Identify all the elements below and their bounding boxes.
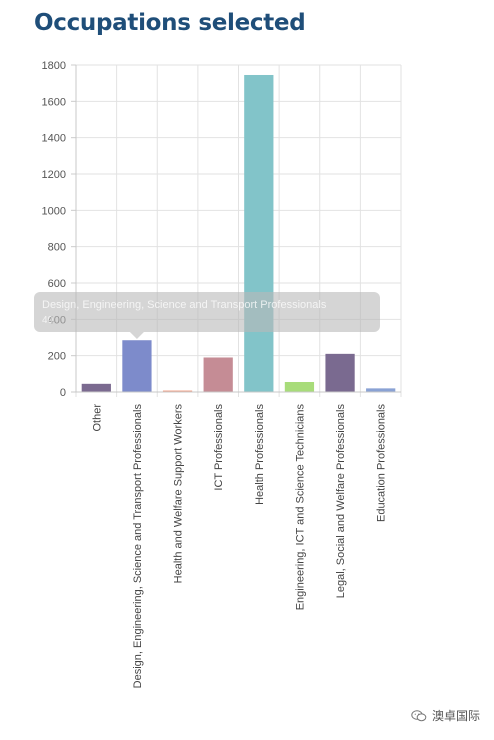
y-tick-label: 200 — [48, 351, 66, 363]
x-tick-label: Legal, Social and Welfare Professionals — [335, 404, 347, 599]
bar[interactable] — [162, 390, 193, 393]
bar[interactable] — [284, 382, 315, 392]
tooltip-caret — [129, 332, 144, 339]
tooltip-value: 40 — [42, 315, 54, 326]
bar[interactable] — [366, 388, 396, 392]
y-tick-label: 800 — [48, 242, 66, 254]
x-tick-label: Health and Welfare Support Workers — [173, 404, 185, 584]
y-tick-label: 1800 — [42, 60, 66, 72]
y-tick-label: 1600 — [42, 96, 66, 108]
watermark: 澳卓国际 — [411, 707, 480, 724]
x-tick-label: Other — [91, 404, 103, 432]
bar[interactable] — [244, 74, 274, 392]
x-tick-label: Education Professionals — [376, 404, 388, 523]
x-tick-label: Design, Engineering, Science and Transpo… — [132, 404, 144, 689]
y-tick-label: 1000 — [42, 205, 66, 217]
chart-tooltip: Design, Engineering, Science and Transpo… — [34, 292, 380, 339]
bar[interactable] — [325, 353, 355, 392]
chart-bars — [81, 74, 396, 393]
page-title: Occupations selected — [34, 10, 306, 36]
x-tick-label: Engineering, ICT and Science Technicians — [294, 404, 306, 611]
y-tick-label: 1200 — [42, 169, 66, 181]
bar[interactable] — [203, 357, 233, 392]
y-axis-ticks: 020040060080010001200140016001800 — [42, 60, 66, 399]
tooltip-title: Design, Engineering, Science and Transpo… — [42, 299, 327, 311]
x-axis-ticks: Other Design, Engineering, Science and Tr… — [91, 404, 387, 689]
x-tick-label: Health Professionals — [254, 404, 266, 505]
chart-axes — [71, 64, 401, 393]
bar[interactable] — [81, 383, 111, 392]
y-tick-label: 600 — [48, 278, 66, 290]
x-tick-label: ICT Professionals — [213, 404, 225, 491]
tooltip-box — [34, 292, 380, 332]
y-tick-label: 1400 — [42, 133, 66, 145]
bar[interactable] — [122, 340, 152, 392]
watermark-text: 澳卓国际 — [431, 709, 480, 723]
wechat-icon — [411, 709, 427, 721]
y-tick-label: 0 — [60, 387, 66, 399]
